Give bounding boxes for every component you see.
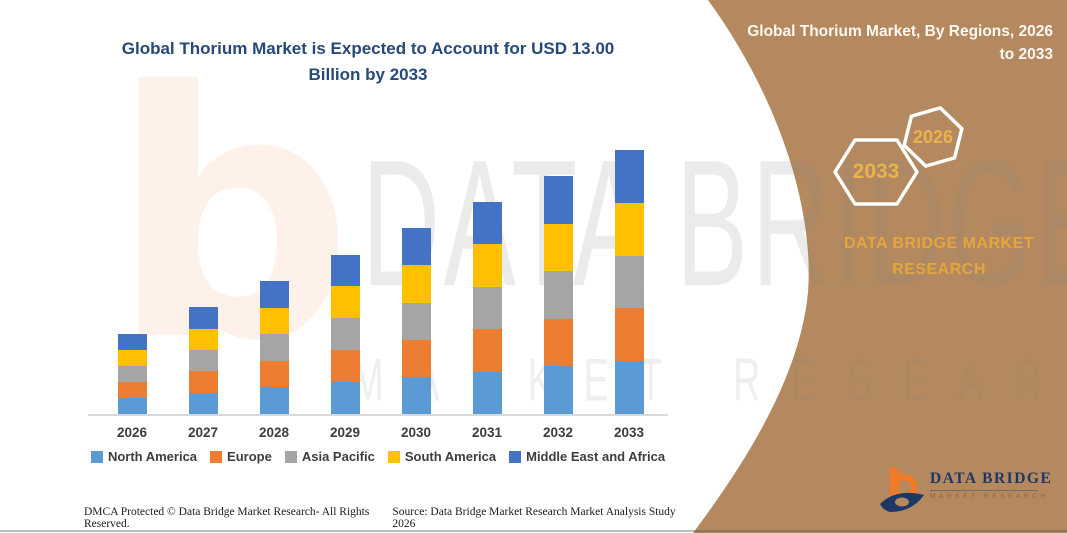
bar-segment-2030-north-america bbox=[401, 376, 431, 414]
logo-subtitle-text: MARKET RESEARCH bbox=[930, 493, 1049, 500]
bar-segment-2029-asia-pacific bbox=[330, 318, 360, 351]
bar-segment-2031-asia-pacific bbox=[472, 286, 502, 330]
x-tick-2030: 2030 bbox=[400, 425, 432, 440]
bar-segment-2033-south-america bbox=[614, 202, 644, 256]
chart-legend: North America Europe Asia Pacific South Ame… bbox=[78, 449, 678, 464]
bar-segment-2033-asia-pacific bbox=[614, 255, 644, 309]
bar-segment-2031-europe bbox=[472, 329, 502, 372]
legend-swatch bbox=[387, 450, 400, 463]
dmca-notice: DMCA Protected © Data Bridge Market Rese… bbox=[84, 506, 370, 530]
bar-segment-2029-middle-east-and-africa bbox=[330, 254, 360, 287]
legend-label: Middle East and Africa bbox=[526, 449, 666, 464]
hexagon-2026-label: 2026 bbox=[912, 126, 954, 147]
bar-segment-2030-middle-east-and-africa bbox=[401, 228, 431, 266]
footer: DMCA Protected © Data Bridge Market Rese… bbox=[84, 506, 678, 530]
x-tick-2027: 2027 bbox=[187, 425, 219, 440]
hexagon-2026-outline bbox=[902, 106, 964, 168]
legend-item-middle-east-and-africa: Middle East and Africa bbox=[509, 449, 665, 464]
bar-segment-2028-middle-east-and-africa bbox=[259, 281, 289, 308]
source-note: Source: Data Bridge Market Research Mark… bbox=[392, 506, 676, 530]
stacked-bar-plot bbox=[88, 150, 668, 414]
bar-segment-2027-middle-east-and-africa bbox=[188, 307, 218, 329]
legend-label: Asia Pacific bbox=[301, 449, 375, 464]
bar-segment-2026-asia-pacific bbox=[117, 365, 147, 382]
bar-segment-2027-asia-pacific bbox=[188, 350, 218, 372]
legend-item-asia-pacific: Asia Pacific bbox=[284, 449, 375, 464]
hexagon-2033-label: 2033 bbox=[852, 160, 900, 183]
bar-segment-2029-europe bbox=[330, 350, 360, 383]
x-tick-2031: 2031 bbox=[471, 425, 503, 440]
bar-segment-2028-asia-pacific bbox=[259, 334, 289, 361]
legend-swatch bbox=[284, 450, 297, 463]
x-tick-2033: 2033 bbox=[613, 425, 645, 440]
bar-segment-2026-north-america bbox=[117, 397, 147, 414]
bar-segment-2028-south-america bbox=[259, 307, 289, 335]
legend-item-north-america: North America bbox=[90, 449, 198, 464]
bar-segment-2030-south-america bbox=[401, 265, 431, 303]
x-tick-2029: 2029 bbox=[329, 425, 361, 440]
data-bridge-logo-icon bbox=[880, 466, 924, 512]
bar-segment-2033-north-america bbox=[614, 361, 644, 414]
data-bridge-logo: DATA BRIDGE MARKET RESEARCH bbox=[870, 458, 1055, 522]
bar-segment-2032-asia-pacific bbox=[543, 271, 573, 319]
bar-segment-2032-middle-east-and-africa bbox=[543, 176, 573, 224]
logo-underline bbox=[930, 490, 1038, 491]
bar-segment-2030-asia-pacific bbox=[401, 302, 431, 340]
bar-segment-2026-middle-east-and-africa bbox=[117, 333, 147, 350]
bar-segment-2031-middle-east-and-africa bbox=[472, 201, 502, 245]
legend-item-south-america: South America bbox=[387, 449, 497, 464]
bar-segment-2028-europe bbox=[259, 360, 289, 388]
legend-swatch bbox=[210, 450, 223, 463]
bar-segment-2033-middle-east-and-africa bbox=[614, 150, 644, 203]
bar-segment-2026-europe bbox=[117, 381, 147, 398]
legend-label: North America bbox=[107, 449, 198, 464]
bar-segment-2029-south-america bbox=[330, 286, 360, 319]
bar-segment-2033-europe bbox=[614, 308, 644, 362]
bar-segment-2029-north-america bbox=[330, 382, 360, 414]
x-tick-2026: 2026 bbox=[116, 425, 148, 440]
chart-title: Global Thorium Market is Expected to Acc… bbox=[121, 39, 615, 85]
bar-segment-2027-europe bbox=[188, 371, 218, 393]
bar-segment-2031-north-america bbox=[472, 371, 502, 414]
brand-name: DATA BRIDGE MARKET RESEARCH bbox=[843, 235, 1035, 278]
legend-label: Europe bbox=[227, 449, 272, 464]
bar-segment-2027-north-america bbox=[188, 392, 218, 414]
bottom-divider-line bbox=[0, 530, 1067, 532]
panel-title: Global Thorium Market, By Regions, 2026 … bbox=[747, 23, 1053, 64]
bar-segment-2028-north-america bbox=[259, 387, 289, 414]
hexagon-2033-outline bbox=[833, 138, 919, 206]
bar-segment-2026-south-america bbox=[117, 349, 147, 366]
bar-segment-2030-europe bbox=[401, 339, 431, 377]
x-tick-2032: 2032 bbox=[542, 425, 574, 440]
legend-item-europe: Europe bbox=[210, 449, 272, 464]
bar-segment-2031-south-america bbox=[472, 244, 502, 287]
x-tick-2028: 2028 bbox=[258, 425, 290, 440]
logo-name-text: DATA BRIDGE bbox=[930, 470, 1053, 487]
legend-swatch bbox=[90, 450, 103, 463]
x-axis-line bbox=[88, 414, 668, 416]
bar-segment-2032-north-america bbox=[543, 366, 573, 414]
legend-swatch bbox=[509, 450, 522, 463]
bar-segment-2032-south-america bbox=[543, 223, 573, 272]
legend-label: South America bbox=[404, 449, 497, 464]
bar-segment-2027-south-america bbox=[188, 328, 218, 351]
bar-segment-2032-europe bbox=[543, 318, 573, 367]
